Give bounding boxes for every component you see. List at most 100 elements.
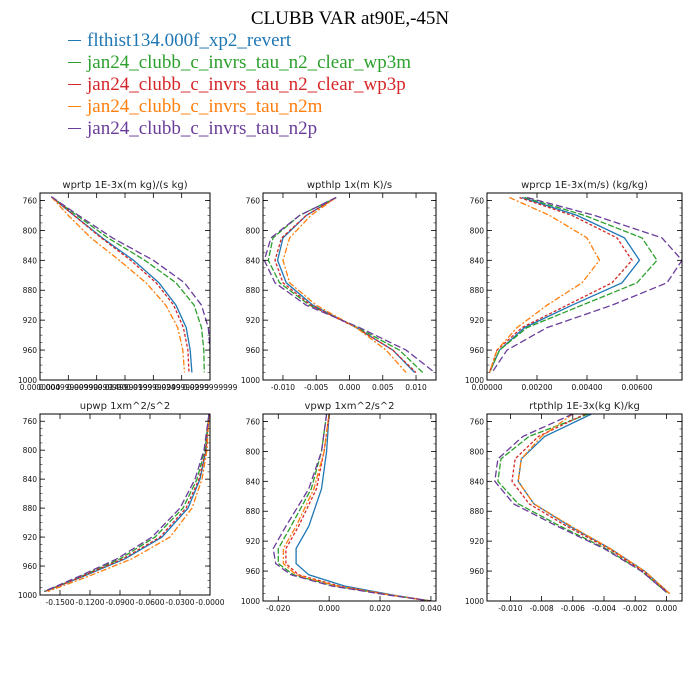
series-line: [263, 196, 436, 374]
x-tick-label: 0.00200: [521, 383, 552, 392]
panel: wpthlp 1x(m K)/s 760 800 840 880 920 960 1000 -0…: [241, 180, 437, 392]
y-tick-label: 840: [470, 477, 485, 486]
x-tick-label: 0.010: [405, 383, 427, 392]
series-line: [47, 414, 210, 593]
series-line: [295, 414, 432, 601]
y-tick-label: 800: [23, 446, 38, 455]
x-tick-label: 0.0000000: [20, 383, 61, 392]
legend-swatch: [68, 127, 81, 129]
y-tick-label: 960: [23, 562, 38, 571]
x-tick-label: -0.1500: [46, 598, 75, 607]
panel: vpwp 1xm^2/s^2 760 800 840 880 920 960 1000 -0.0…: [241, 401, 442, 613]
x-tick-label: 0.0299999999: [183, 383, 238, 392]
legend-item: jan24_clubb_c_invrs_tau_n2m: [68, 96, 411, 118]
legend-swatch: [68, 61, 81, 63]
y-tick-label: 920: [23, 533, 38, 542]
x-tick-label: -0.008: [530, 604, 554, 613]
x-tick-label: -0.010: [271, 383, 295, 392]
x-tick-label: -0.010: [498, 604, 522, 613]
y-tick-label: 880: [470, 286, 485, 295]
y-tick-label: 920: [246, 316, 261, 325]
legend-item: jan24_clubb_c_invrs_tau_n2p: [68, 118, 411, 140]
y-tick-label: 800: [23, 226, 38, 235]
series-line: [50, 196, 186, 373]
series-line: [272, 414, 431, 601]
y-tick-label: 880: [23, 286, 38, 295]
x-tick-label: -0.006: [561, 604, 585, 613]
x-tick-label: 0.000: [339, 383, 361, 392]
y-tick-label: 760: [470, 196, 485, 205]
x-tick-label: -0.005: [304, 383, 328, 392]
x-tick-label: -0.0300: [166, 598, 195, 607]
series-line: [517, 414, 670, 594]
y-tick-label: 840: [246, 256, 261, 265]
series-line: [277, 414, 431, 601]
legend-swatch: [68, 105, 81, 107]
x-tick-label: 0.040: [420, 604, 442, 613]
x-tick-label: 0.000: [656, 604, 678, 613]
y-tick-label: 880: [23, 504, 38, 513]
series-line: [44, 414, 210, 593]
x-tick-label: -0.0900: [106, 598, 135, 607]
legend-label: jan24_clubb_c_invrs_tau_n2p: [87, 118, 318, 139]
y-tick-label: 960: [246, 567, 261, 576]
y-tick-label: 800: [246, 447, 261, 456]
y-tick-label: 920: [470, 316, 485, 325]
y-tick-label: 920: [246, 537, 261, 546]
y-tick-label: 800: [470, 226, 485, 235]
y-tick-label: 840: [246, 477, 261, 486]
series-line: [282, 414, 431, 601]
y-tick-label: 960: [246, 346, 261, 355]
y-tick-label: 960: [23, 346, 38, 355]
series-line: [50, 196, 210, 373]
y-tick-label: 1000: [465, 376, 484, 385]
series-line: [276, 196, 416, 373]
x-tick-label: 0.00600: [621, 383, 652, 392]
y-tick-label: 1000: [465, 597, 484, 606]
series-line: [44, 414, 210, 593]
y-tick-label: 840: [23, 256, 38, 265]
x-tick-label: 0.0199999999: [126, 383, 181, 392]
panel-title: vpwp 1xm^2/s^2: [304, 401, 394, 412]
series-line: [517, 414, 670, 594]
legend-swatch: [68, 39, 81, 41]
y-tick-label: 760: [246, 196, 261, 205]
y-tick-label: 800: [246, 226, 261, 235]
panel: wprcp 1E-3x(m/s) (kg/kg) 760 800 840 880 920 9…: [465, 180, 683, 392]
y-tick-label: 960: [470, 346, 485, 355]
plot-frame: [486, 413, 683, 602]
legend: flthist134.000f_xp2_revert jan24_clubb_c…: [68, 30, 411, 140]
x-tick-label: 0.0249999999: [154, 383, 209, 392]
x-tick-label: -0.1200: [76, 598, 105, 607]
legend-label: flthist134.000f_xp2_revert: [87, 30, 292, 51]
x-tick-label: 0.020: [369, 604, 391, 613]
series-line: [488, 196, 601, 373]
series-line: [497, 414, 669, 594]
series-line: [511, 414, 670, 594]
series-line: [50, 196, 205, 373]
y-tick-label: 1000: [18, 376, 37, 385]
y-tick-label: 880: [246, 507, 261, 516]
series-line: [285, 414, 431, 601]
x-tick-label: 0.00400: [571, 383, 602, 392]
y-tick-label: 1000: [18, 591, 37, 600]
x-tick-label: 0.005: [372, 383, 394, 392]
series-line: [494, 414, 669, 594]
series-line: [488, 196, 633, 373]
y-tick-label: 760: [470, 417, 485, 426]
series-line: [50, 196, 190, 373]
y-tick-label: 760: [23, 196, 38, 205]
legend-label: jan24_clubb_c_invrs_tau_n2_clear_wp3m: [87, 52, 411, 73]
legend-label: jan24_clubb_c_invrs_tau_n2_clear_wp3p: [87, 74, 406, 95]
x-tick-label: -0.004: [592, 604, 616, 613]
y-tick-label: 840: [470, 256, 485, 265]
y-tick-label: 920: [470, 537, 485, 546]
legend-swatch: [68, 83, 81, 85]
y-tick-label: 1000: [241, 597, 260, 606]
y-tick-label: 880: [470, 507, 485, 516]
panel-title: rtpthlp 1E-3x(kg K)/kg: [529, 401, 640, 412]
panel-title: upwp 1xm^2/s^2: [80, 401, 170, 412]
plot-frame: [39, 192, 211, 381]
panel: upwp 1xm^2/s^2 760 800 840 880 920 960 1000 -0.1…: [18, 401, 225, 607]
y-tick-label: 880: [246, 286, 261, 295]
